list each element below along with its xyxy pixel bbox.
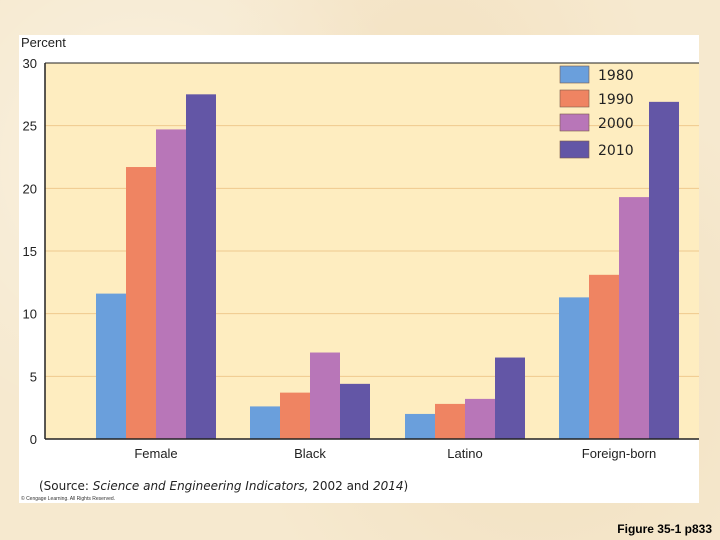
legend-swatch-1990 [559,89,590,108]
bar-black-2010 [340,383,370,439]
legend-swatch-2000 [559,113,590,132]
figure-caption: Figure 35-1 p833 [617,522,712,536]
y-tick-label: 5 [30,369,37,384]
legend-swatch-2010 [559,140,590,159]
legend-label-1990: 1990 [598,92,634,108]
bar-latino-1980 [405,413,435,439]
bar-foreign-born-2010 [649,101,679,439]
chart-panel: 0 5 10 15 20 25 30 Female Black Latino Foreign-bo… [19,35,699,503]
legend-label-1980: 1980 [598,68,634,84]
y-tick-label: 20 [23,181,37,196]
bar-latino-2000 [465,398,495,439]
y-tick-label: 0 [30,432,37,447]
bar-foreign-born-1990 [589,274,619,439]
y-axis-label: Percent [21,35,66,50]
x-tick-label: Female [134,446,177,461]
bar-foreign-born-1980 [559,297,589,439]
source-and: and [343,479,373,493]
legend-swatch-1980 [559,65,590,84]
bar-black-1980 [250,406,280,439]
source-year-2: 2014 [373,479,404,493]
bar-foreign-born-2000 [619,197,649,439]
source-title: Science and Engineering Indicators, [93,479,312,493]
copyright-note: © Cengage Learning. All Rights Reserved. [21,495,115,502]
bar-female-2000 [156,129,186,439]
legend-label-2000: 2000 [598,116,634,132]
x-tick-label: Black [294,446,326,461]
bar-female-2010 [186,94,216,440]
bar-chart: 0 5 10 15 20 25 30 Female Black Latino Foreign-bo… [21,35,699,502]
source-prefix: (Source: [39,479,93,493]
bar-latino-2010 [495,357,525,439]
y-tick-label: 15 [23,244,37,259]
y-tick-label: 10 [23,307,37,322]
y-tick-label: 25 [23,119,37,134]
bar-latino-1990 [435,403,465,439]
y-tick-label: 30 [23,56,37,71]
x-tick-label: Latino [447,446,482,461]
source-note: (Source: Science and Engineering Indicat… [39,479,408,493]
legend-label-2010: 2010 [598,143,634,159]
x-tick-label: Foreign-born [582,446,656,461]
bar-black-1990 [280,392,310,439]
bar-black-2000 [310,352,340,439]
source-suffix: ) [404,479,409,493]
source-year-1: 2002 [312,479,343,493]
bar-female-1980 [96,293,126,439]
bar-female-1990 [126,167,156,439]
